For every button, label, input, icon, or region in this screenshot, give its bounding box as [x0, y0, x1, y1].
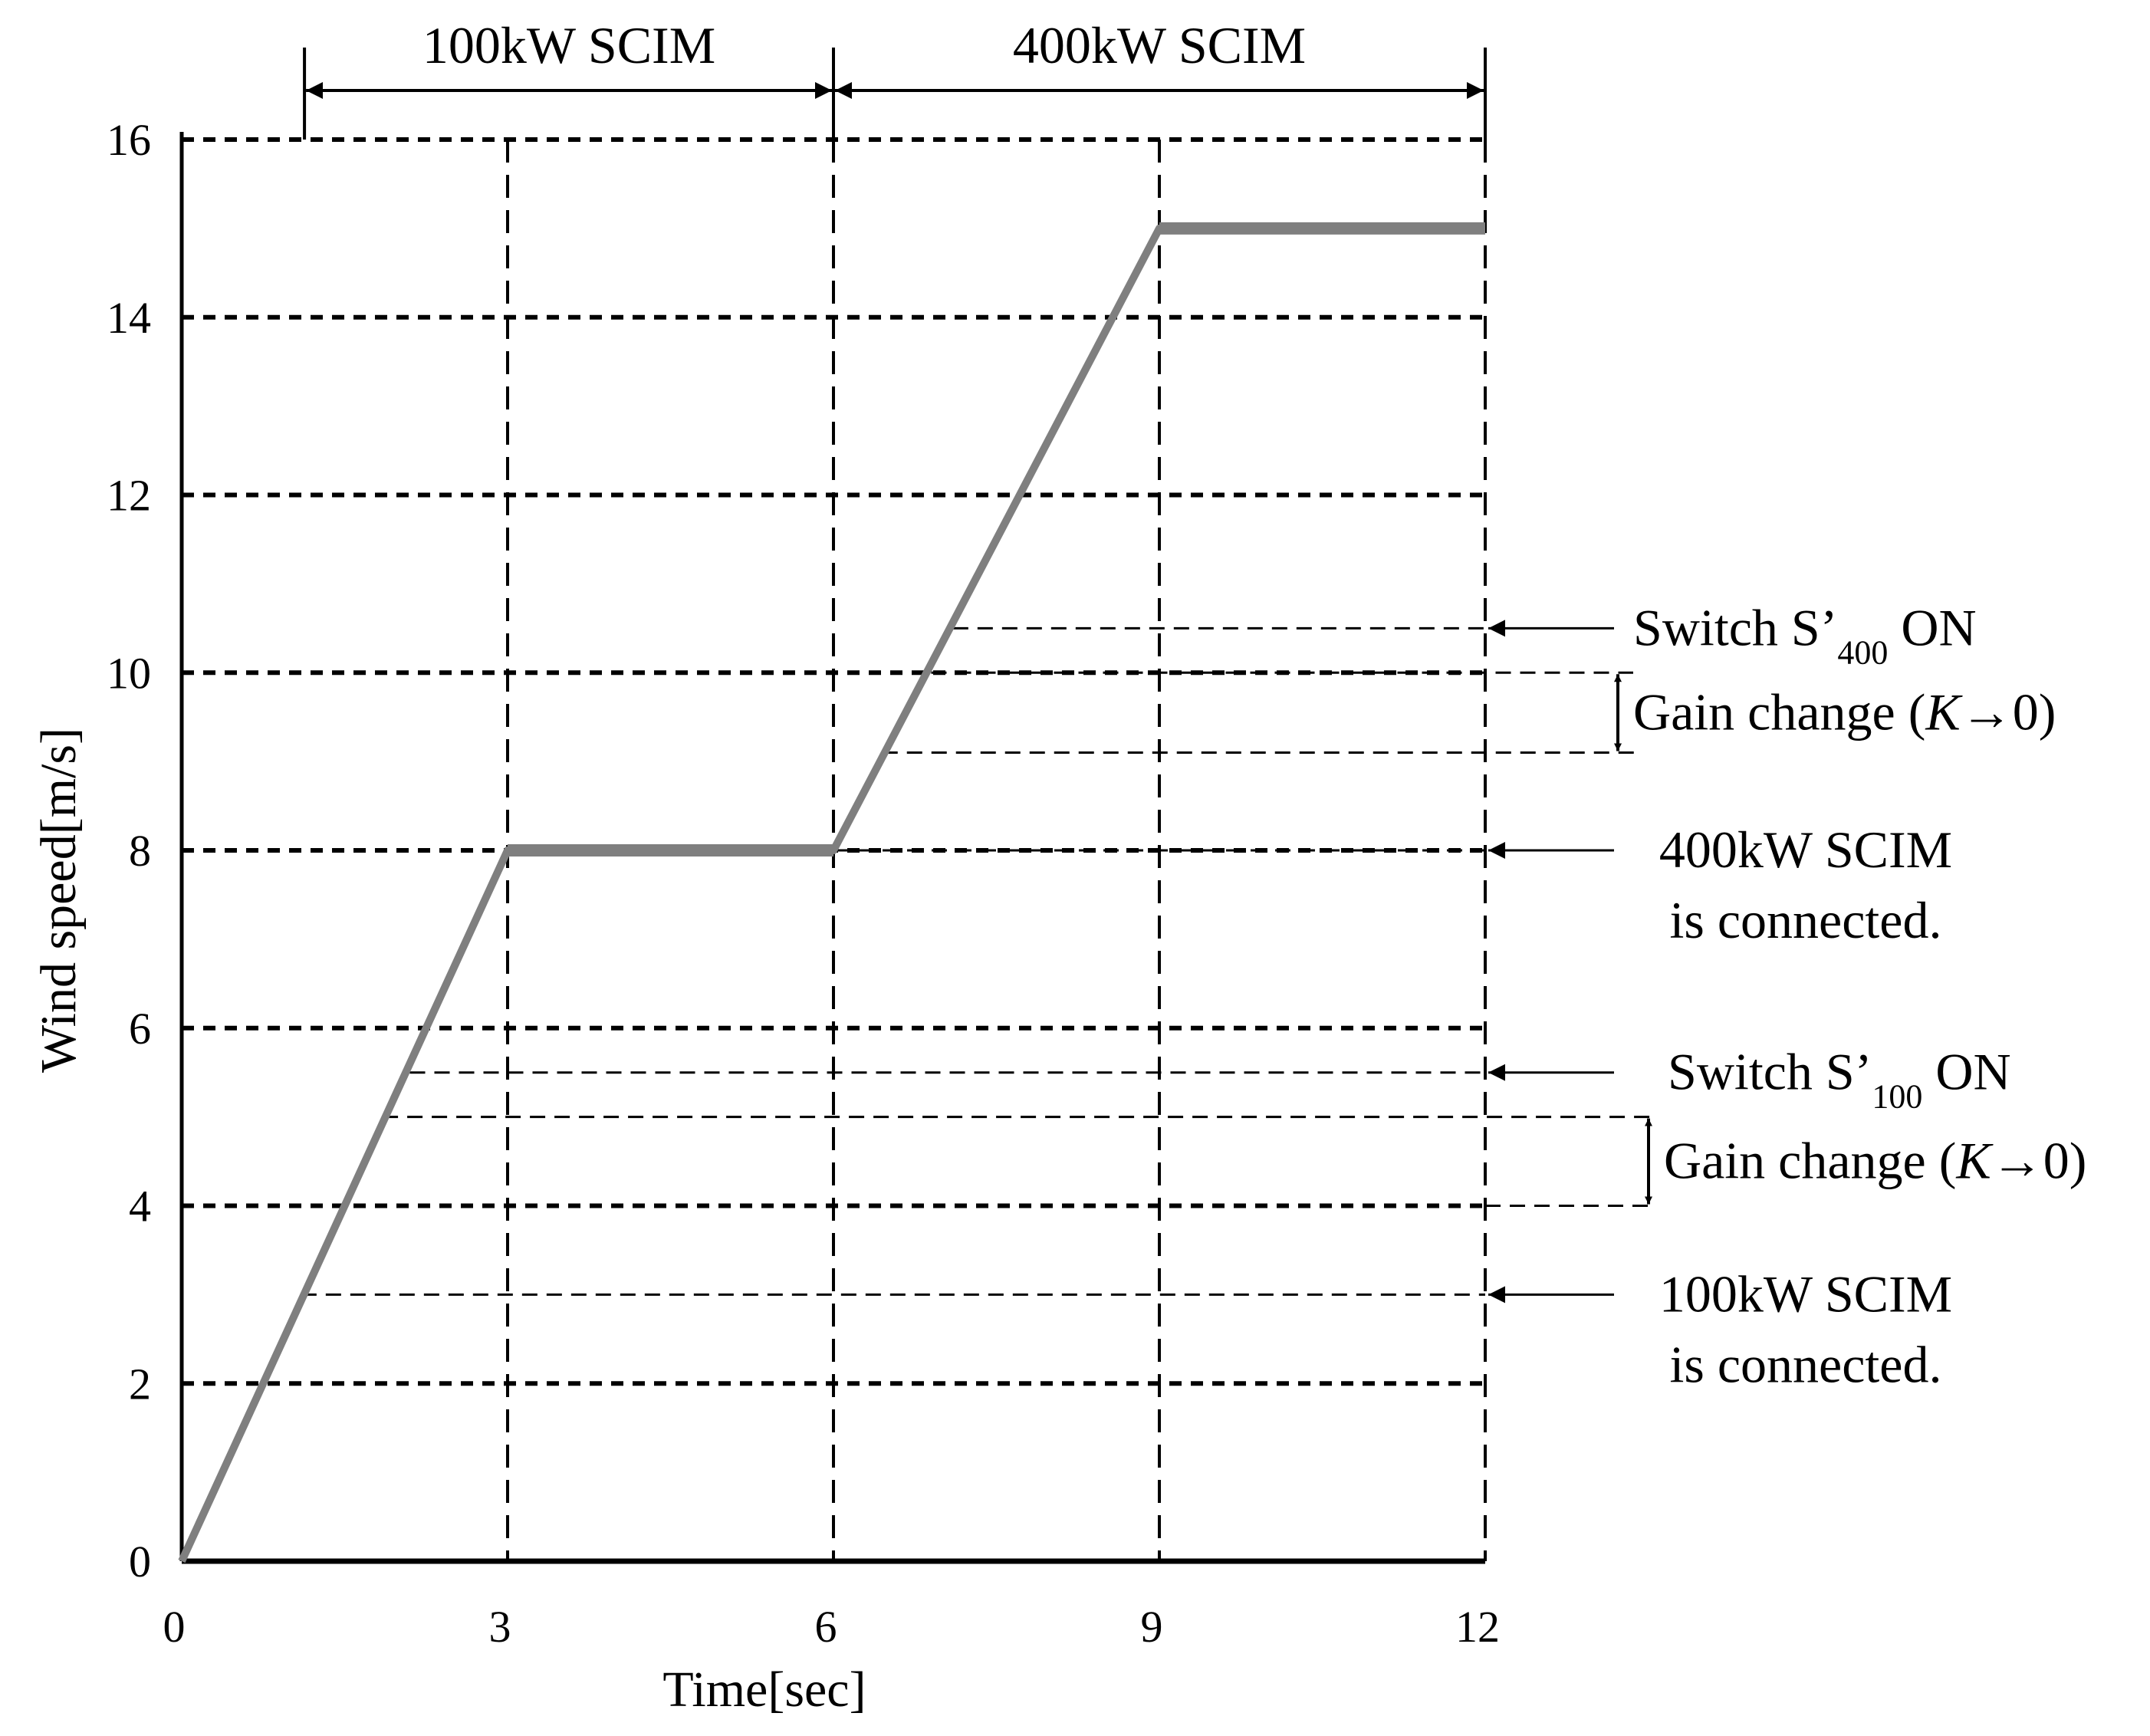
y-axis-label: Wind speed[m/s] — [31, 728, 87, 1073]
axes — [179, 132, 1485, 1564]
span-label-0: 100kW SCIM — [422, 16, 715, 74]
gain-change-label-1: Gain change (K→0) — [1633, 682, 2056, 741]
y-tick-label-8: 8 — [129, 826, 151, 876]
y-tick-label-0: 0 — [129, 1537, 151, 1586]
y-tick-label-16: 16 — [107, 115, 151, 165]
gain-change-label-4: Gain change (K→0) — [1664, 1132, 2086, 1190]
switch-label-3: Switch S’100 ON — [1668, 1043, 2011, 1116]
y-tick-label-2: 2 — [129, 1359, 151, 1409]
tick-labels: 0 2 4 6 8 10 12 14 16 0 3 6 9 12 — [107, 115, 1500, 1652]
x-tick-label-6: 6 — [815, 1602, 837, 1652]
x-tick-label-0: 0 — [163, 1602, 186, 1652]
span-label-1: 400kW SCIM — [1013, 16, 1306, 74]
y-tick-label-12: 12 — [107, 471, 151, 521]
annotation-text-5-0: 100kW SCIM — [1659, 1264, 1952, 1323]
annotation-text-2-1: is connected. — [1670, 891, 1942, 949]
x-tick-label-3: 3 — [489, 1602, 511, 1652]
annotation-text-2-0: 400kW SCIM — [1659, 820, 1952, 879]
y-tick-label-10: 10 — [107, 648, 151, 698]
y-tick-label-4: 4 — [129, 1182, 151, 1231]
y-tick-label-6: 6 — [129, 1004, 151, 1054]
x-tick-label-12: 12 — [1455, 1602, 1500, 1652]
machine-spans: 100kW SCIM 400kW SCIM — [303, 16, 1487, 140]
x-axis-label: Time[sec] — [662, 1662, 866, 1718]
reference-lines — [301, 626, 1656, 1296]
switch-label-0: Switch S’400 ON — [1633, 598, 1977, 671]
annotation-text-5-1: is connected. — [1670, 1335, 1942, 1393]
y-tick-label-14: 14 — [107, 293, 151, 343]
x-tick-label-9: 9 — [1141, 1602, 1163, 1652]
annotations: Switch S’400 ON Gain change (K→0) 400kW SC… — [1488, 598, 2086, 1393]
series-layer — [178, 222, 1485, 1563]
